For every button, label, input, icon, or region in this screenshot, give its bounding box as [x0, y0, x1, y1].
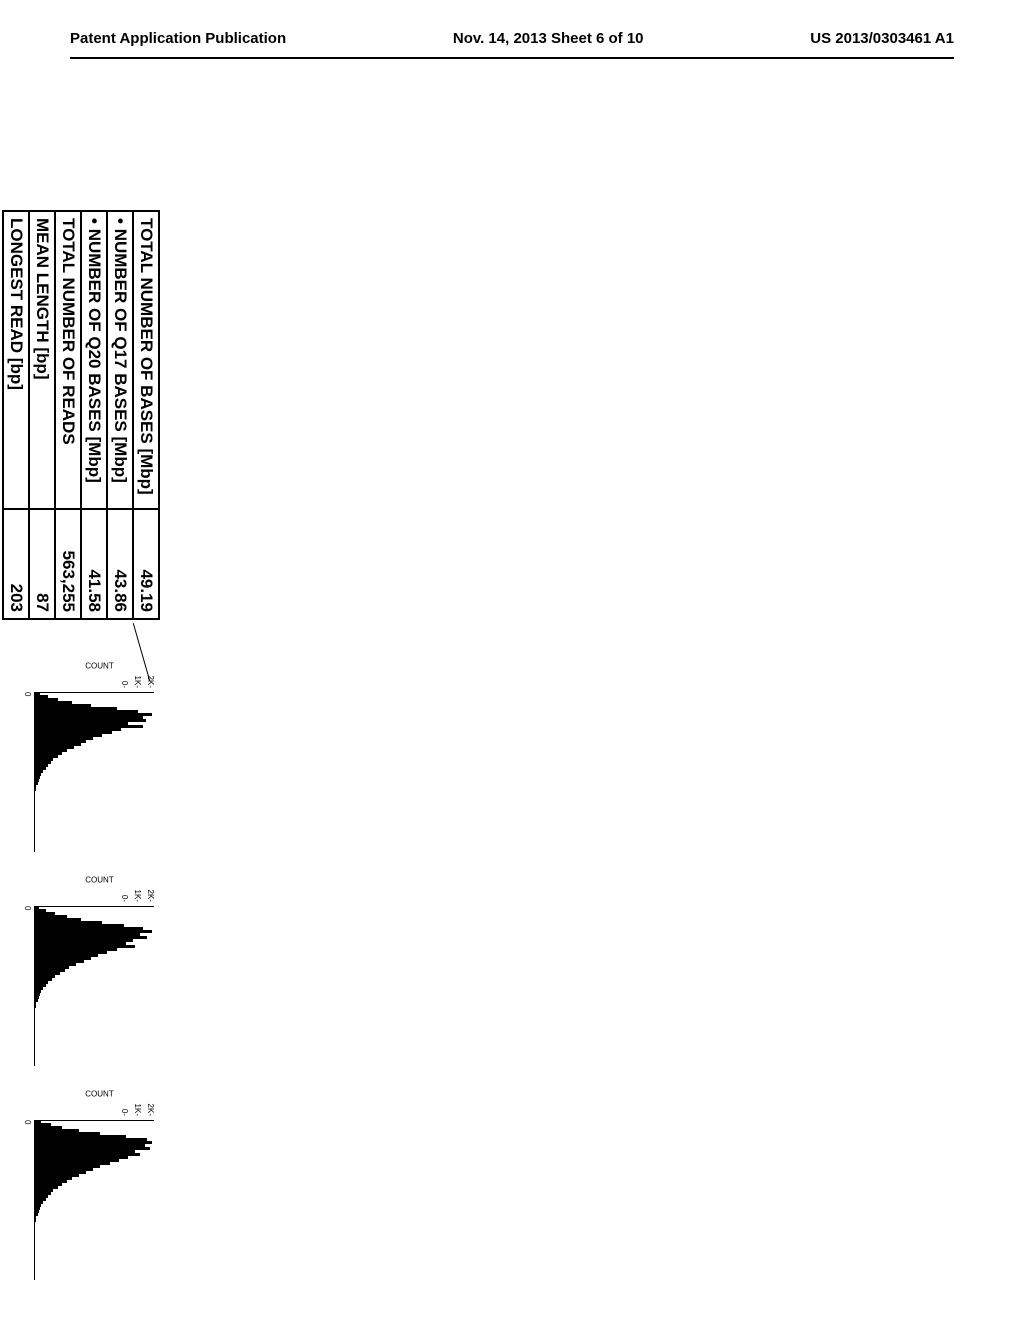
small-bar [34, 800, 35, 803]
stat-label: NUMBER OF Q17 BASES [Mbp] [107, 211, 133, 509]
stat-label: TOTAL NUMBER OF BASES [Mbp] [133, 211, 159, 509]
small-histogram: 2K-1K-0- COUNT 0 [0, 660, 160, 860]
header-left: Patent Application Publication [70, 30, 286, 47]
table-row: LONGEST READ [bp]203 [3, 211, 29, 619]
debarcode-grid: 2K-1K-0- COUNT 0 2K-1K-0- COUNT 0 2K-1K-0- COUN… [0, 660, 160, 1290]
small-xticks: 0 [23, 1120, 32, 1280]
small-yticks: 2K-1K-0- [118, 660, 156, 688]
table-row: NUMBER OF Q20 BASES [Mbp]41.58 [81, 211, 107, 619]
header-rule [70, 57, 954, 59]
right-column: 2K-1K-0- COUNT 0 2K-1K-0- COUNT 0 2K-1K-0- COUN… [0, 660, 160, 1290]
header-center: Nov. 14, 2013 Sheet 6 of 10 [453, 30, 644, 47]
table-row: MEAN LENGTH [bp]87 [29, 211, 55, 619]
table-row: TOTAL NUMBER OF READS563,255 [55, 211, 81, 619]
small-histogram: 2K-1K-0- COUNT 0 [0, 1088, 160, 1288]
small-yticks: 2K-1K-0- [118, 874, 156, 902]
stat-label: TOTAL NUMBER OF READS [55, 211, 81, 509]
figure-content: TOTAL NUMBER OF BASES [Mbp]49.19NUMBER O… [0, 200, 160, 1300]
figure-rotated-area: TOTAL NUMBER OF BASES [Mbp]49.19NUMBER O… [0, 200, 160, 1100]
small-bar [34, 1228, 35, 1231]
header-right: US 2013/0303461 A1 [810, 30, 954, 47]
small-yticks: 2K-1K-0- [118, 1088, 156, 1116]
stat-value: 563,255 [55, 509, 81, 619]
left-column: TOTAL NUMBER OF BASES [Mbp]49.19NUMBER O… [0, 210, 160, 620]
small-histogram: 2K-1K-0- COUNT 0 [0, 874, 160, 1074]
stat-value: 49.19 [133, 509, 159, 619]
small-xticks: 0 [23, 906, 32, 1066]
small-xticks: 0 [23, 692, 32, 852]
small-bars [34, 692, 154, 852]
stat-label: LONGEST READ [bp] [3, 211, 29, 509]
table-row: TOTAL NUMBER OF BASES [Mbp]49.19 [133, 211, 159, 619]
small-bars [34, 1120, 154, 1280]
small-ylabel: COUNT [85, 876, 113, 885]
small-bar [34, 1017, 35, 1020]
small-ylabel: COUNT [85, 662, 113, 671]
page-header: Patent Application Publication Nov. 14, … [0, 0, 1024, 57]
stat-value: 87 [29, 509, 55, 619]
stat-value: 203 [3, 509, 29, 619]
stat-value: 41.58 [81, 509, 107, 619]
small-ylabel: COUNT [85, 1090, 113, 1099]
stat-value: 43.86 [107, 509, 133, 619]
stat-label: MEAN LENGTH [bp] [29, 211, 55, 509]
small-bars [34, 906, 154, 1066]
table-row: NUMBER OF Q17 BASES [Mbp]43.86 [107, 211, 133, 619]
stat-label: NUMBER OF Q20 BASES [Mbp] [81, 211, 107, 509]
stats-table: TOTAL NUMBER OF BASES [Mbp]49.19NUMBER O… [2, 210, 160, 620]
